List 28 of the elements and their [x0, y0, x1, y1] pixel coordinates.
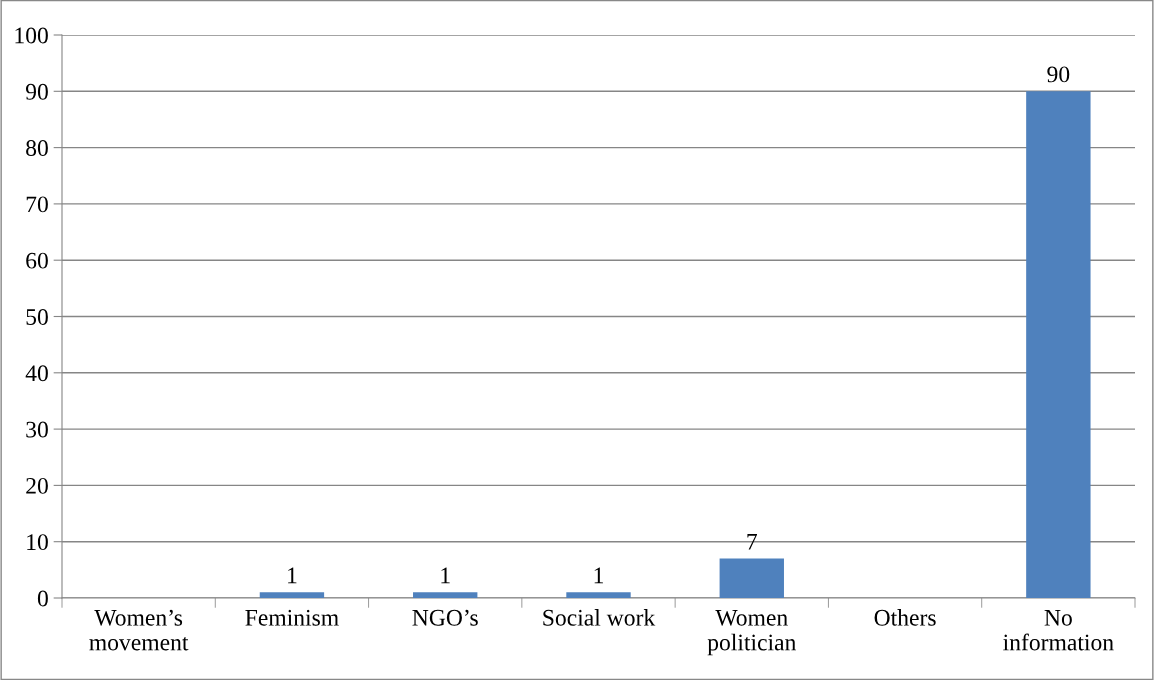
y-tick-label: 10	[27, 534, 48, 551]
y-tick-label: 60	[26, 252, 48, 269]
y-tick-label: 90	[25, 83, 48, 100]
x-tick-label: Women politician	[707, 610, 797, 656]
bar	[1026, 91, 1091, 598]
y-tick-label: 30	[26, 421, 48, 438]
y-tick-label: 0	[37, 590, 48, 607]
x-tick-label: NGO’s	[412, 609, 478, 626]
x-tick-label: Women’s movement	[89, 609, 189, 651]
bar	[413, 592, 478, 598]
y-tick-label: 80	[26, 140, 48, 157]
y-tick-label: 100	[15, 27, 48, 44]
bar	[259, 592, 325, 598]
x-tick-label: Feminism	[245, 609, 339, 626]
bar	[566, 592, 631, 598]
y-tick-label: 50	[26, 308, 48, 325]
data-label: 7	[747, 533, 758, 550]
y-tick-label: 70	[26, 196, 48, 213]
data-label: 1	[441, 567, 450, 584]
y-tick-label: 40	[25, 365, 48, 382]
bar	[719, 558, 784, 598]
data-label: 1	[594, 567, 603, 584]
data-label: 1	[288, 567, 297, 584]
x-tick-label: Social work	[543, 609, 656, 626]
x-tick-label: No information	[1003, 610, 1114, 651]
data-label: 90	[1047, 66, 1070, 83]
x-tick-label: Others	[874, 609, 936, 626]
y-tick-label: 20	[26, 477, 48, 494]
